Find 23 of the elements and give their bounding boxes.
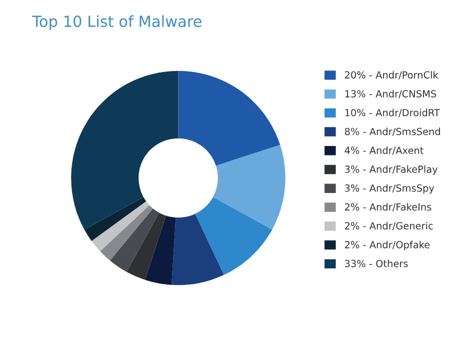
donut-slice xyxy=(92,201,150,252)
donut-slice xyxy=(84,197,146,241)
donut-slice xyxy=(145,216,176,285)
donut-slice xyxy=(212,144,286,230)
donut-slice xyxy=(172,214,224,286)
donut-slice xyxy=(126,212,166,280)
donut-slice xyxy=(100,205,153,261)
donut-slice xyxy=(71,70,178,230)
legend-label: 2% - Andr/Opfake xyxy=(344,240,430,250)
donut-slice xyxy=(110,208,160,272)
legend-label: 3% - Andr/FakePlay xyxy=(345,165,438,175)
legend-label: 20% - Andr/PornClk xyxy=(344,71,438,80)
legend-label: 13% - Andr/CNSMS xyxy=(345,90,436,98)
chart-title: Top 10 List of Malware xyxy=(32,15,202,30)
donut-slice xyxy=(178,70,280,166)
legend-label: 2% - Andr/Generic xyxy=(344,222,433,230)
legend-label: 2% - Andr/FakeIns xyxy=(344,203,432,212)
legend-label: 8% - Andr/SmsSend xyxy=(344,128,440,136)
legend-label: 4% - Andr/Axent xyxy=(344,146,424,155)
donut-slice xyxy=(195,197,272,275)
legend-label: 10% - Andr/DroidRT xyxy=(345,108,440,118)
legend-label: 33% - Others xyxy=(345,260,408,268)
legend-label: 3% - Andr/SmsSpy xyxy=(345,184,434,194)
